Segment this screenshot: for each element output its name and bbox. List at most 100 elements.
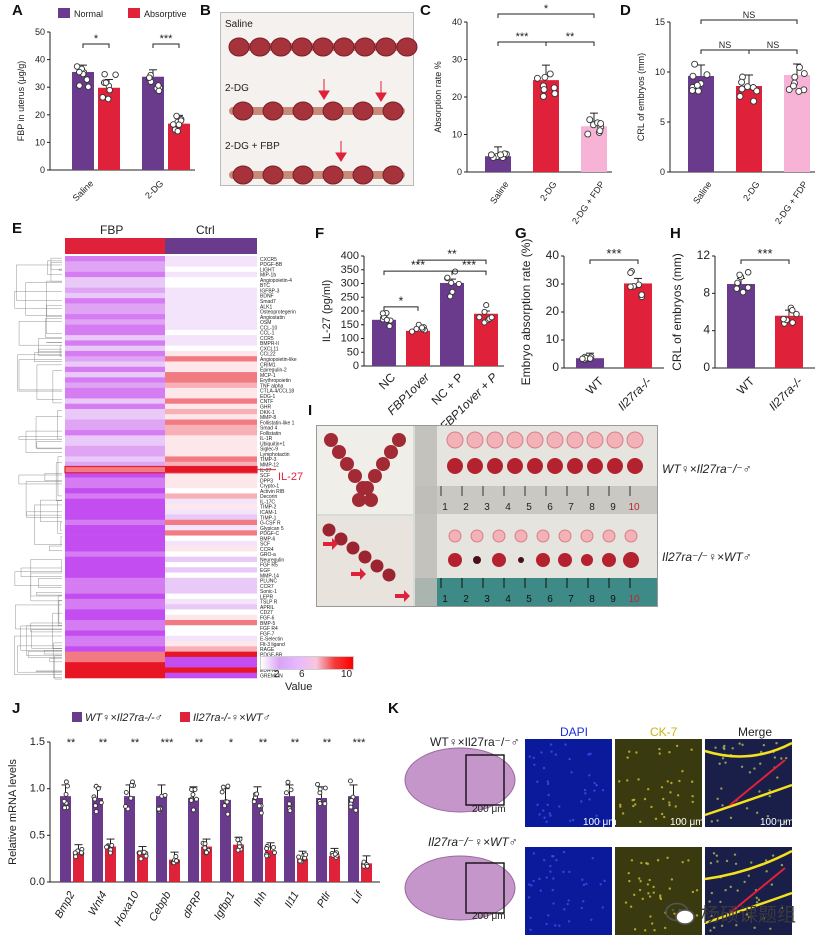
k-col-ck7: CK-7	[650, 725, 678, 739]
sig-label: **	[99, 737, 108, 749]
y-tick-label: 1.0	[30, 783, 45, 795]
heatmap-row-label: MIP-1b	[260, 273, 276, 279]
heatmap-cell	[165, 472, 257, 478]
sig-label: NS	[743, 10, 756, 20]
data-point	[129, 782, 134, 788]
fluorescence-dot	[627, 871, 630, 875]
fluorescence-dot	[533, 763, 536, 767]
embryo	[346, 541, 360, 555]
heatmap-row-label: EDG-1	[260, 394, 276, 400]
fluorescence-dot	[777, 819, 780, 822]
heatmap-cell	[65, 298, 165, 304]
data-point	[551, 90, 559, 98]
heatmap-cell	[65, 482, 165, 489]
heatmap-row-label: PDGF-BB	[260, 652, 283, 658]
fluorescence-dot	[714, 746, 717, 749]
data-point	[220, 784, 226, 790]
ruler-tick-label: 9	[610, 594, 616, 605]
data-point	[488, 314, 495, 321]
fluorescence-dot	[663, 926, 667, 930]
fluorescence-dot	[643, 797, 647, 801]
k-scale-he: 200 μm	[472, 911, 506, 922]
bar	[124, 796, 135, 882]
fluorescence-dot	[538, 813, 541, 816]
dendrogram-branch	[18, 359, 62, 391]
bar	[284, 796, 295, 882]
embryo	[340, 457, 354, 471]
sig-label: **	[131, 737, 140, 749]
fluorescence-dot	[670, 781, 673, 785]
arrow-icon	[375, 81, 387, 102]
data-point	[102, 79, 110, 86]
heatmap-row-label: PDGF-C	[260, 531, 280, 537]
fluorescence-dot	[546, 803, 549, 807]
fluorescence-dot	[542, 809, 545, 812]
heatmap-legend-title: Value	[285, 681, 313, 693]
data-point	[795, 87, 803, 95]
uterus-horn	[229, 171, 405, 179]
y-tick-label: 30	[35, 82, 45, 92]
heatmap-cell	[165, 482, 257, 489]
heatmap-row-label: LIGHT	[260, 267, 275, 273]
heatmap-cell	[165, 525, 257, 531]
fluorescence-dot	[562, 870, 565, 874]
y-tick-label: 40	[35, 55, 45, 65]
fluorescence-dot	[538, 877, 541, 881]
panel-label-e: E	[12, 220, 23, 237]
panel-label-i: I	[308, 402, 313, 419]
data-point	[123, 789, 129, 795]
heatmap-row-label: CXCR5	[260, 257, 277, 263]
dendrogram-branch	[45, 318, 62, 338]
heatmap-cell	[65, 609, 165, 615]
y-axis-label: Relative mRNA levels	[7, 759, 19, 865]
y-tick-label: 0.0	[30, 876, 45, 888]
heatmap-row-label: CNTF	[260, 399, 273, 405]
data-point	[734, 279, 741, 287]
ruler-tick-label: 9	[610, 502, 616, 513]
heatmap-row-label: CXCL11	[260, 346, 279, 352]
data-point	[63, 791, 69, 797]
k-col-merge: Merge	[738, 725, 773, 739]
data-point	[780, 315, 787, 323]
fluorescence-dot	[757, 898, 761, 902]
fluorescence-dot	[641, 897, 644, 901]
fluorescence-dot	[743, 880, 746, 884]
dendrogram-branch	[52, 370, 62, 404]
bar	[775, 315, 803, 368]
chart-h: 0 4 8 12 CRL of embryos (mm) WT Il27ra-/- ***	[670, 246, 815, 413]
heatmap-cell	[65, 625, 165, 631]
sig-label: **	[195, 737, 204, 749]
fluorescence-dot	[549, 864, 552, 868]
heatmap-cell	[65, 271, 165, 278]
placenta	[627, 458, 643, 474]
embryo-fetus	[536, 529, 550, 543]
data-point	[546, 70, 554, 78]
heatmap-cell	[65, 287, 165, 294]
placenta	[527, 458, 543, 474]
heatmap-row-label: LEPR	[260, 594, 273, 600]
x-tick-label: Bmp2	[53, 890, 78, 921]
heatmap-cell	[165, 329, 257, 336]
heatmap-cell	[165, 635, 257, 642]
bar	[156, 796, 167, 882]
y-tick-label: 10	[35, 137, 45, 147]
dendrogram-branch	[54, 655, 62, 680]
legend-label: Il27ra-/-♀×WT♂	[193, 712, 271, 724]
heatmap-cell	[65, 583, 165, 589]
fluorescence-dot	[567, 920, 571, 923]
fluorescence-dot	[681, 770, 684, 773]
heatmap-cell	[165, 514, 257, 521]
fluorescence-dot	[590, 918, 593, 921]
heatmap-row-label: E-Selectin	[260, 637, 283, 643]
y-axis-label: Embryo absorption rate (%)	[519, 239, 533, 386]
fluorescence-dot	[659, 897, 663, 901]
heatmap-cell	[165, 641, 257, 647]
heatmap-row-label: EGF	[260, 568, 270, 574]
bar	[406, 330, 430, 366]
y-tick-label: 5	[660, 117, 665, 127]
dendrogram-branch	[26, 625, 62, 656]
dendrogram-branch	[57, 456, 62, 497]
embryo-fetus	[546, 431, 564, 449]
fluorescence-dot	[668, 750, 671, 754]
fluorescence-dot	[639, 820, 642, 824]
